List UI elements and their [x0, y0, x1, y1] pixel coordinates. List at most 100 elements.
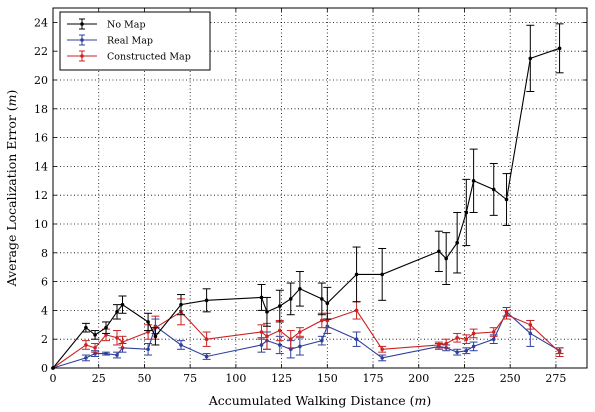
data-point	[288, 347, 293, 352]
x-tick-label: 125	[271, 372, 292, 385]
data-point	[288, 337, 293, 342]
y-tick-label: 20	[34, 74, 48, 87]
x-tick-label: 200	[408, 372, 429, 385]
data-point	[354, 337, 359, 342]
series-real-map	[51, 307, 564, 370]
data-point	[204, 298, 209, 303]
y-tick-label: 24	[34, 16, 48, 29]
data-point	[120, 302, 125, 307]
data-point	[84, 356, 88, 360]
data-point	[320, 318, 324, 323]
y-tick-label: 14	[34, 160, 48, 173]
data-point	[146, 330, 150, 334]
y-tick-label: 4	[41, 304, 48, 317]
data-point	[204, 354, 209, 359]
data-point	[380, 272, 384, 277]
data-point	[204, 337, 209, 342]
data-point	[455, 350, 459, 354]
x-axis-label: Accumulated Walking Distance (m)	[208, 393, 432, 408]
legend-box	[59, 11, 211, 71]
data-point	[464, 210, 469, 215]
data-point	[354, 308, 359, 313]
data-point	[277, 304, 282, 308]
data-point	[504, 312, 509, 317]
series-no-map	[51, 23, 564, 370]
axes-ticks: 0 25 50 75 100 125 150 175 200 225 250 275024681012…	[34, 8, 587, 385]
data-point	[528, 331, 533, 336]
y-tick-label: 18	[34, 103, 48, 116]
data-point	[115, 335, 119, 340]
data-point	[93, 351, 97, 356]
data-point	[84, 343, 88, 347]
legend-marker	[80, 38, 84, 42]
data-point	[298, 330, 302, 334]
series-constructed-map	[51, 298, 564, 370]
series-line-real-map	[52, 310, 560, 369]
data-point	[320, 297, 324, 301]
data-point	[93, 346, 97, 350]
data-point	[528, 323, 533, 327]
x-tick-label: 275	[545, 372, 566, 385]
data-point	[504, 197, 509, 202]
legend-label: Real Map	[107, 36, 153, 47]
x-tick-label: 250	[500, 372, 521, 385]
data-point	[153, 334, 158, 339]
y-tick-label: 8	[41, 247, 48, 260]
data-point	[528, 56, 533, 61]
y-tick-label: 0	[41, 362, 48, 375]
data-point	[444, 341, 448, 346]
data-point	[380, 347, 384, 352]
legend-label: Constructed Map	[107, 52, 191, 63]
data-point	[437, 249, 441, 254]
data-point	[259, 295, 264, 300]
y-tick-label: 6	[41, 276, 48, 289]
series-line-constructed-map	[52, 309, 560, 369]
grid	[53, 8, 587, 368]
data-point	[325, 301, 330, 306]
data-point	[471, 344, 476, 349]
data-point	[320, 338, 324, 343]
data-point	[104, 351, 108, 356]
x-tick-label: 25	[92, 372, 106, 385]
data-point	[471, 179, 476, 183]
data-point	[455, 335, 459, 340]
legend-marker	[80, 54, 84, 58]
data-point	[464, 348, 469, 353]
data-point	[288, 297, 293, 301]
plot-frame	[52, 7, 588, 369]
y-tick-label: 12	[34, 189, 48, 202]
data-point	[146, 347, 150, 352]
legend-entry-real-map: Real Map	[67, 34, 153, 47]
data-point	[104, 333, 108, 337]
data-point	[93, 333, 97, 337]
y-tick-label: 2	[41, 333, 48, 346]
x-tick-label: 150	[317, 372, 338, 385]
data-point	[354, 272, 359, 277]
legend: No Map Real Map Constructed Map	[59, 11, 211, 71]
data-point	[259, 330, 264, 334]
data-point	[179, 343, 183, 347]
y-tick-label: 16	[34, 132, 48, 145]
data-point	[455, 240, 459, 245]
data-point	[471, 331, 476, 336]
x-tick-label: 175	[363, 372, 384, 385]
data-point	[104, 325, 108, 330]
data-point	[259, 343, 264, 347]
data-point	[120, 340, 125, 344]
data-point	[491, 330, 496, 334]
data-point	[277, 328, 282, 333]
data-point	[115, 310, 119, 314]
x-tick-label: 0	[50, 372, 57, 385]
x-tick-label: 50	[137, 372, 151, 385]
x-tick-label: 100	[225, 372, 246, 385]
legend-entry-no-map: No Map	[67, 18, 146, 31]
data-point	[491, 187, 496, 192]
plot-area	[51, 23, 564, 370]
x-tick-label: 75	[183, 372, 197, 385]
data-point	[491, 337, 496, 342]
data-point	[179, 302, 183, 307]
data-point	[298, 344, 302, 349]
legend-label: No Map	[107, 20, 146, 31]
x-tick-label: 225	[454, 372, 475, 385]
